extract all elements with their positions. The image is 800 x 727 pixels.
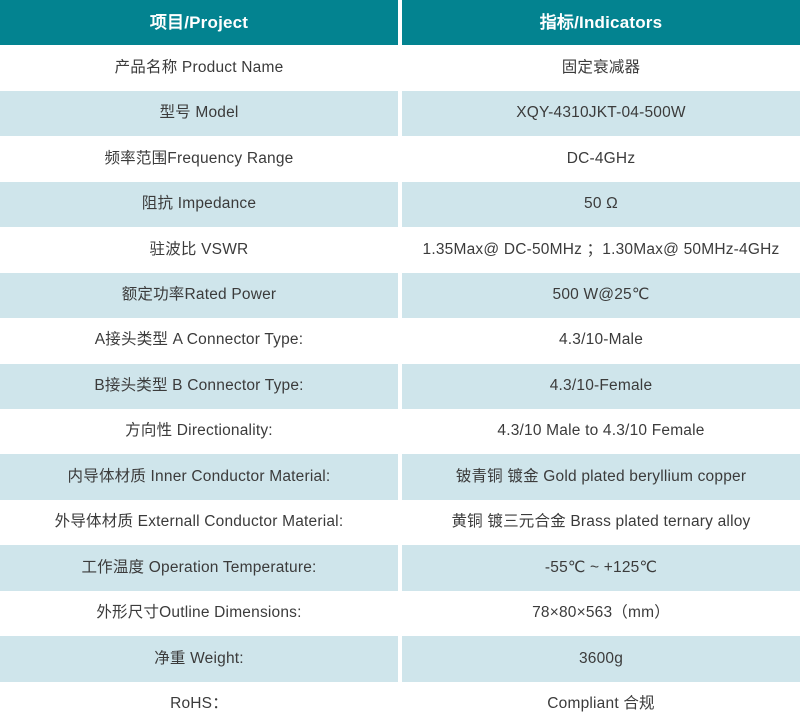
project-cell: 型号 Model — [0, 90, 402, 137]
project-cell: 外形尺寸Outline Dimensions: — [0, 590, 402, 637]
project-cell: 方向性 Directionality: — [0, 408, 402, 455]
indicator-cell: 4.3/10-Male — [558, 331, 644, 349]
project-cell: RoHS： — [0, 681, 402, 727]
indicator-cell: 3600g — [402, 636, 800, 682]
project-cell: 阻抗 Impedance — [0, 181, 402, 228]
table-row: 型号 Model XQY-4310JKT-04-500W — [0, 90, 800, 137]
indicator-cell: 铍青铜 镀金 Gold plated beryllium copper — [402, 454, 800, 500]
table-row: 净重 Weight: 3600g — [0, 636, 800, 682]
project-cell: 额定功率Rated Power — [0, 272, 402, 319]
project-cell: A接头类型 A Connector Type: — [0, 318, 402, 364]
project-cell: 工作温度 Operation Temperature: — [0, 545, 402, 591]
table-row: 内导体材质 Inner Conductor Material: 铍青铜 镀金 G… — [0, 454, 800, 500]
table-row: B接头类型 B Connector Type: 4.3/10-Female — [0, 363, 800, 409]
project-cell: 内导体材质 Inner Conductor Material: — [0, 454, 402, 500]
indicator-cell: 黄铜 镀三元合金 Brass plated ternary alloy — [451, 513, 751, 531]
indicator-cell: -55℃ ~ +125℃ — [402, 545, 800, 591]
indicator-cell: 1.35Max@ DC-50MHz ；1.30Max@ 50MHz-4GHz — [422, 240, 780, 258]
project-cell: 驻波比 VSWR — [0, 227, 402, 273]
project-cell: 净重 Weight: — [0, 636, 402, 682]
table-row: 驻波比 VSWR 1.35Max@ DC-50MHz ；1.30Max@ 50M… — [0, 227, 800, 273]
indicator-cell: DC-4GHz — [566, 149, 636, 167]
indicator-cell: 4.3/10-Female — [402, 363, 800, 409]
header-cell-project: 项目/Project — [0, 0, 402, 46]
project-cell: B接头类型 B Connector Type: — [0, 363, 402, 409]
table-row: 频率范围Frequency Range DC-4GHz — [0, 136, 800, 182]
indicator-cell: XQY-4310JKT-04-500W — [402, 90, 800, 137]
project-cell: 频率范围Frequency Range — [0, 136, 402, 182]
header-cell-indicators: 指标/Indicators — [402, 0, 800, 46]
table-header-row: 项目/Project 指标/Indicators — [0, 0, 800, 46]
table-row: RoHS： Compliant 合规 — [0, 681, 800, 727]
table-row: 外导体材质 Externall Conductor Material: 黄铜 镀… — [0, 499, 800, 546]
indicator-cell: 50 Ω — [402, 181, 800, 228]
table-row: 阻抗 Impedance 50 Ω — [0, 181, 800, 228]
table-row: 产品名称 Product Name 固定衰减器 — [0, 45, 800, 91]
indicator-cell: 500 W@25℃ — [402, 272, 800, 319]
table-row: 工作温度 Operation Temperature: -55℃ ~ +125℃ — [0, 545, 800, 591]
indicator-cell: 4.3/10 Male to 4.3/10 Female — [497, 422, 705, 440]
table-row: 外形尺寸Outline Dimensions: 78×80×563（mm） — [0, 590, 800, 637]
project-cell: 外导体材质 Externall Conductor Material: — [0, 499, 402, 546]
table-row: 额定功率Rated Power 500 W@25℃ — [0, 272, 800, 319]
table-row: 方向性 Directionality: 4.3/10 Male to 4.3/1… — [0, 408, 800, 455]
project-cell: 产品名称 Product Name — [0, 45, 402, 91]
indicator-cell: Compliant 合规 — [547, 694, 655, 712]
table-row: A接头类型 A Connector Type: 4.3/10-Male — [0, 318, 800, 364]
indicator-cell: 固定衰减器 — [561, 58, 641, 76]
indicator-cell: 78×80×563（mm） — [532, 604, 670, 622]
